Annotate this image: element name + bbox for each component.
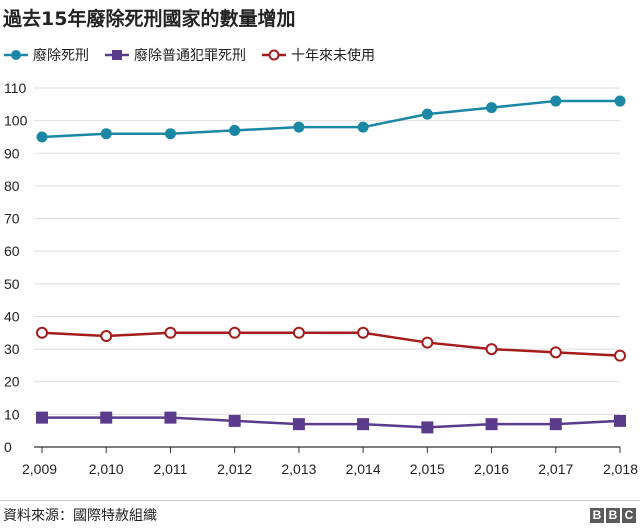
data-point-square	[614, 414, 626, 427]
y-tick-label: 30	[4, 341, 20, 357]
x-tick-label: 2,014	[346, 461, 381, 477]
x-tick-label: 2,011	[153, 461, 187, 477]
line-chart: 0 10 20 30 40 50 60 70 80 90 100 110 2,009 2,010 2,011…	[4, 80, 638, 477]
data-point-square	[549, 418, 562, 431]
x-tick-label: 2,012	[217, 461, 252, 477]
x-tick-label: 2,009	[22, 461, 57, 477]
data-point-filled	[36, 131, 48, 143]
bbc-logo-letter-c: C	[622, 508, 636, 523]
legend-label-abolished: 廢除死刑	[33, 48, 89, 64]
y-tick-label: 50	[4, 276, 20, 292]
data-point-open	[549, 346, 562, 359]
y-tick-label: 10	[4, 406, 20, 422]
data-point-square	[357, 418, 370, 431]
legend-label-ordinary-crimes: 廢除普通犯罪死刑	[134, 48, 246, 64]
data-point-square	[164, 411, 177, 424]
series-line-2	[41, 331, 621, 357]
y-tick-label: 90	[4, 145, 20, 161]
y-tick-label: 20	[4, 374, 20, 390]
data-point-filled	[229, 124, 241, 136]
data-point-filled	[293, 121, 305, 133]
series-line-0	[41, 99, 620, 139]
y-tick-label: 100	[4, 113, 28, 129]
footer-divider	[0, 500, 640, 501]
data-point-filled	[486, 102, 498, 114]
legend-label-not-used: 十年來未使用	[291, 48, 375, 64]
data-point-filled	[100, 128, 112, 140]
data-point-open	[614, 349, 626, 362]
data-point-open	[100, 330, 113, 343]
data-point-square	[421, 421, 434, 434]
data-point-open	[485, 343, 498, 356]
data-point-square	[100, 411, 113, 424]
data-point-open	[357, 326, 370, 339]
chart-title: 過去15年廢除死刑國家的數量增加	[3, 8, 296, 30]
data-point-filled	[421, 108, 433, 120]
data-point-square	[36, 411, 48, 424]
legend-marker-square-icon	[105, 50, 129, 60]
data-point-square	[292, 418, 305, 431]
legend-item-not-used: 十年來未使用	[262, 45, 375, 65]
data-point-filled	[614, 95, 626, 107]
x-tick-label: 2,013	[281, 461, 316, 477]
data-point-open	[164, 326, 177, 339]
series-line-1	[42, 416, 621, 429]
legend-item-abolished: 廢除死刑	[4, 45, 89, 65]
legend-marker-circle-open-icon	[262, 49, 286, 61]
y-tick-label: 60	[4, 243, 20, 259]
x-tick-label: 2,016	[474, 461, 509, 477]
y-tick-label: 40	[4, 308, 20, 324]
legend: 廢除死刑 廢除普通犯罪死刑 十年來未使用	[4, 44, 391, 66]
bbc-logo: B B C	[590, 508, 636, 523]
data-point-open	[36, 326, 48, 339]
x-tick-label: 2,015	[410, 461, 445, 477]
y-tick-label: 110	[4, 80, 27, 96]
bbc-logo-letter-b1: B	[590, 508, 604, 523]
x-tick-label: 2,017	[538, 461, 573, 477]
source-note: 資料來源：國際特赦組織	[3, 508, 157, 524]
y-tick-label: 70	[4, 211, 20, 227]
x-tick-label: 2,018	[603, 461, 638, 477]
data-point-square	[485, 418, 498, 431]
data-point-open	[421, 336, 434, 349]
x-tick-label: 2,010	[89, 461, 124, 477]
data-point-open	[228, 326, 241, 339]
data-point-filled	[357, 121, 369, 133]
data-point-open	[292, 326, 305, 339]
y-tick-label: 0	[4, 439, 12, 455]
legend-item-ordinary-crimes: 廢除普通犯罪死刑	[105, 45, 246, 65]
data-point-filled	[550, 95, 562, 107]
legend-marker-circle-filled-icon	[4, 50, 28, 60]
data-point-square	[228, 414, 241, 427]
bbc-logo-letter-b2: B	[606, 508, 620, 523]
data-point-filled	[164, 128, 176, 140]
y-tick-label: 80	[4, 178, 20, 194]
